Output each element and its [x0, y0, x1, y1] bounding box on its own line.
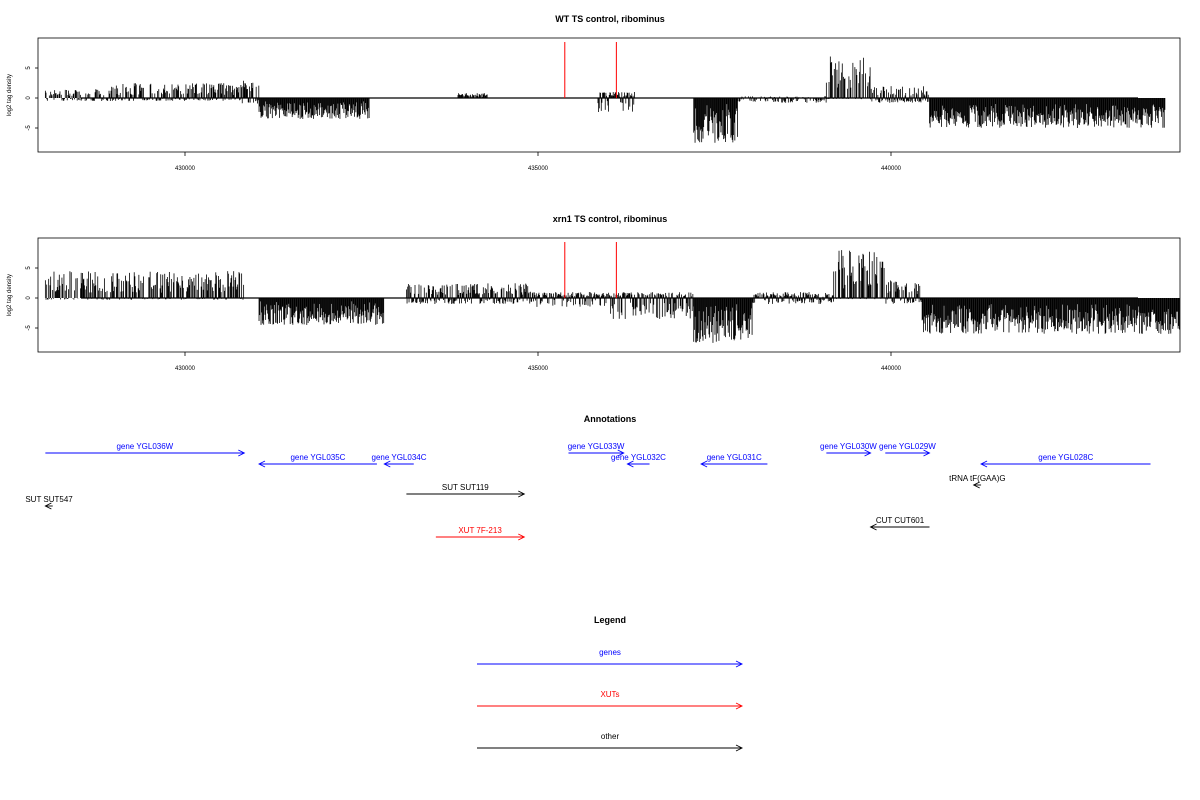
annotation-feature: gene YGL030W [820, 442, 877, 457]
annotation-arrow-head [972, 481, 980, 489]
annotation-label: gene YGL028C [1038, 453, 1093, 462]
annotation-label: SUT SUT119 [442, 483, 489, 492]
wt-coverage-panel: WT TS control, ribominus log2 tag densit… [7, 14, 1181, 172]
xrn1-y-axis-label: log2 tag density [7, 274, 13, 316]
annotation-label: tRNA tF(GAA)G [949, 474, 1005, 483]
xrn1-panel-title: xrn1 TS control, ribominus [553, 214, 668, 224]
annotation-arrow-head [626, 460, 634, 468]
wt-y-axis-label: log2 tag density [7, 74, 13, 116]
annotation-feature: tRNA tF(GAA)G [949, 474, 1006, 489]
annotation-label: CUT CUT601 [876, 516, 925, 525]
annotation-arrow-head [518, 533, 526, 541]
xrn1-x-tick-label: 435000 [528, 366, 549, 372]
annotation-arrow-head [869, 523, 877, 531]
wt-y-tick-label: -5 [26, 125, 32, 131]
annotation-feature: XUT 7F-213 [435, 526, 526, 541]
xrn1-y-axis: 5 0 -5 [26, 266, 38, 331]
legend: Legend genes XUTs other [477, 615, 744, 752]
xrn1-plot-frame [37, 237, 1181, 353]
legend-entry: other [477, 732, 744, 752]
annotation-feature: gene YGL036W [45, 442, 246, 457]
annotation-arrow-head [44, 502, 52, 510]
xrn1-x-axis: 430000 435000 440000 [175, 352, 902, 372]
annotation-items: gene YGL036W gene YGL035C gene YGL034C gene… [25, 442, 1151, 541]
wt-x-tick-label: 440000 [881, 166, 902, 172]
wt-plot-frame [37, 37, 1181, 153]
annotation-label: gene YGL032C [611, 453, 666, 462]
xrn1-y-tick-label: 0 [26, 296, 32, 300]
xrn1-y-tick-label: 5 [26, 266, 32, 270]
annotation-feature: CUT CUT601 [869, 516, 930, 531]
annotation-feature: gene YGL031C [700, 453, 768, 468]
legend-items: genes XUTs other [477, 648, 744, 752]
legend-arrow-head [735, 660, 744, 668]
annotation-feature: gene YGL033W [568, 442, 625, 457]
annotation-arrow-head [617, 449, 625, 457]
annotation-feature: SUT SUT119 [406, 483, 526, 498]
legend-title: Legend [594, 615, 626, 625]
annotation-label: SUT SUT547 [25, 495, 73, 504]
annotation-feature: gene YGL029W [879, 442, 936, 457]
wt-coverage-bars [44, 56, 1166, 143]
xrn1-coverage-panel: xrn1 TS control, ribominus log2 tag dens… [7, 214, 1181, 372]
legend-label: XUTs [600, 690, 619, 699]
annotation-label: gene YGL029W [879, 442, 936, 451]
annotation-label: XUT 7F-213 [458, 526, 502, 535]
wt-x-tick-label: 430000 [175, 166, 196, 172]
annotation-arrow-head [518, 490, 526, 498]
annotation-feature: gene YGL028C [980, 453, 1151, 468]
annotation-arrow-head [980, 460, 988, 468]
legend-label: other [601, 732, 620, 741]
xrn1-x-tick-label: 440000 [881, 366, 902, 372]
wt-y-tick-label: 0 [26, 96, 32, 100]
xrn1-y-tick-label: -5 [26, 325, 32, 331]
annotation-label: gene YGL031C [707, 453, 762, 462]
annotation-arrow-head [238, 449, 246, 457]
annotation-feature: gene YGL034C [372, 453, 427, 468]
legend-arrow-head [735, 744, 744, 752]
xrn1-highlight-lines [564, 242, 617, 298]
legend-label: genes [599, 648, 621, 657]
annotation-label: gene YGL034C [372, 453, 427, 462]
annotation-arrow-head [864, 449, 872, 457]
wt-panel-title: WT TS control, ribominus [555, 14, 665, 24]
wt-x-tick-label: 435000 [528, 166, 549, 172]
annotation-arrow-head [383, 460, 391, 468]
wt-y-tick-label: 5 [26, 66, 32, 70]
xrn1-coverage-bars [44, 250, 1180, 343]
wt-highlight-lines [564, 42, 617, 98]
annotation-label: gene YGL036W [116, 442, 173, 451]
annotation-feature: gene YGL032C [611, 453, 666, 468]
legend-entry: genes [477, 648, 744, 668]
annotation-feature: SUT SUT547 [25, 495, 73, 510]
xrn1-x-tick-label: 430000 [175, 366, 196, 372]
legend-entry: XUTs [477, 690, 744, 710]
wt-x-axis: 430000 435000 440000 [175, 152, 902, 172]
annotation-label: gene YGL035C [290, 453, 345, 462]
annotation-label: gene YGL033W [568, 442, 625, 451]
wt-y-axis: 5 0 -5 [26, 66, 38, 131]
legend-arrow-head [735, 702, 744, 710]
annotations-title: Annotations [584, 414, 637, 424]
annotation-arrow-head [258, 460, 266, 468]
annotation-arrow-head [700, 460, 708, 468]
annotation-arrow-head [923, 449, 931, 457]
annotation-label: gene YGL030W [820, 442, 877, 451]
annotation-feature: gene YGL035C [258, 453, 377, 468]
